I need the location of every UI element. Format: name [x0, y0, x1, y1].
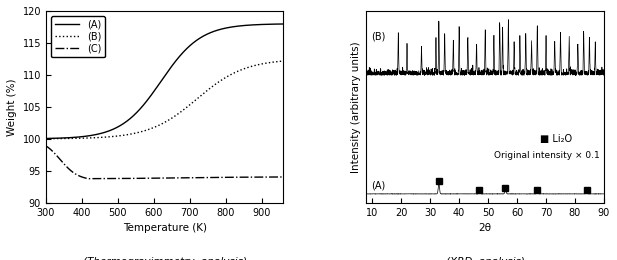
- Text: (Thermogravimmetry  analysis): (Thermogravimmetry analysis): [83, 257, 247, 260]
- Text: ■ Li₂O: ■ Li₂O: [540, 134, 573, 144]
- Y-axis label: Weight (%): Weight (%): [7, 78, 17, 136]
- Text: (B): (B): [371, 31, 385, 41]
- Text: Original intensity × 0.1: Original intensity × 0.1: [494, 151, 600, 160]
- Legend: (A), (B), (C): (A), (B), (C): [51, 16, 105, 57]
- Text: (A): (A): [371, 181, 385, 191]
- X-axis label: Temperature (K): Temperature (K): [123, 223, 207, 233]
- Y-axis label: Intensity (arbitrary units): Intensity (arbitrary units): [351, 41, 361, 173]
- X-axis label: 2θ: 2θ: [479, 223, 492, 233]
- Text: (XRD  analysis): (XRD analysis): [445, 257, 524, 260]
